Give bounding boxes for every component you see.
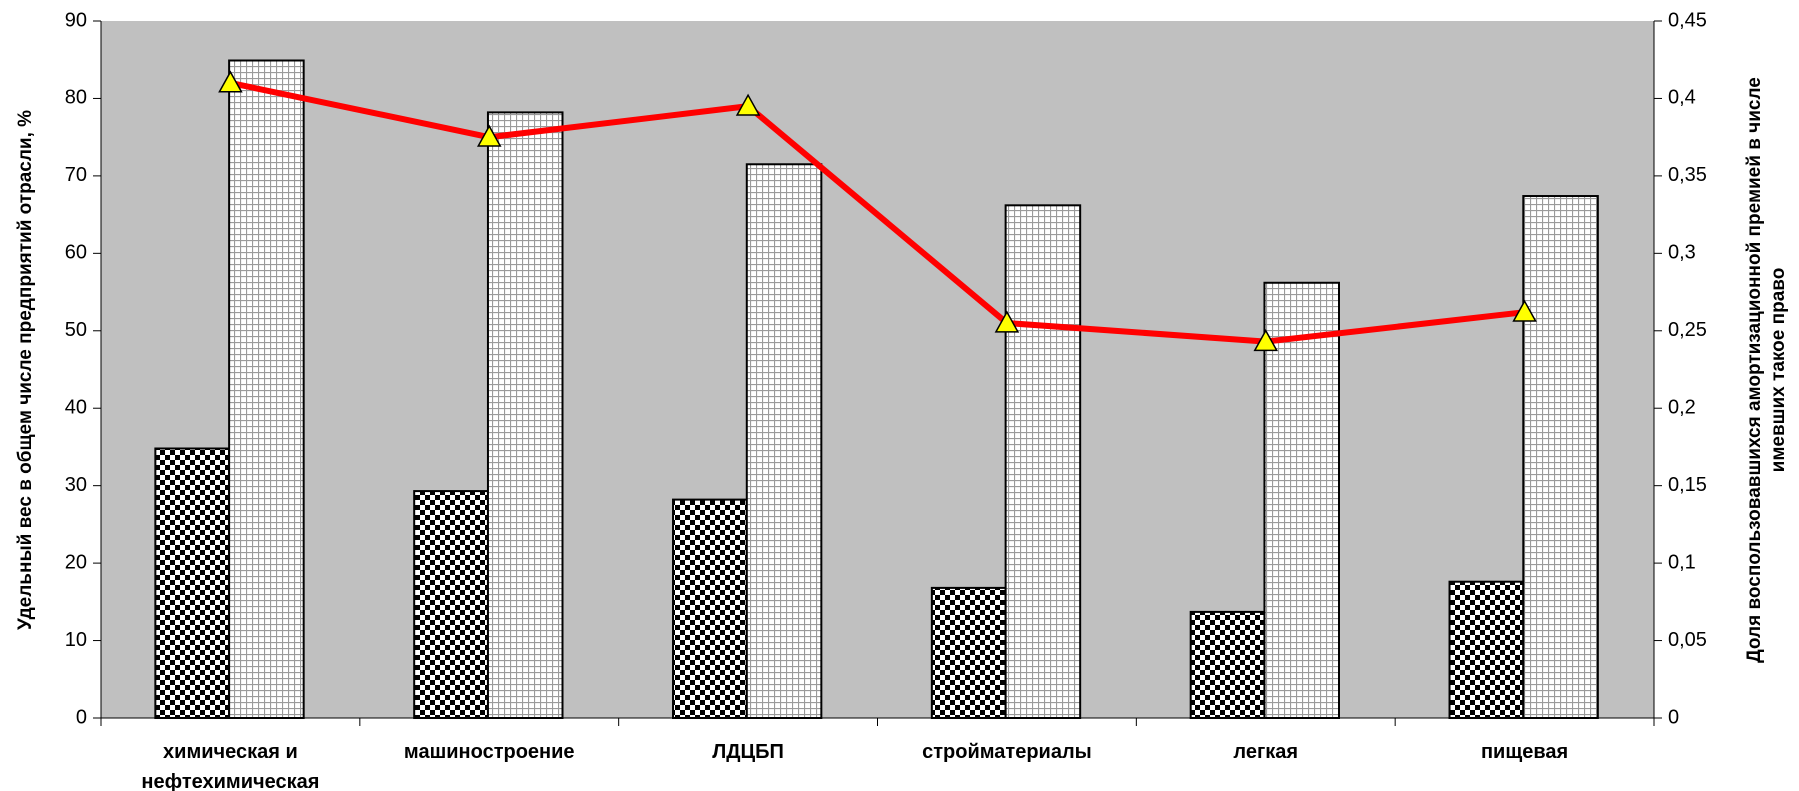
y-tick-label: 10 — [65, 629, 87, 651]
plot-area — [101, 21, 1654, 718]
marker — [994, 310, 1020, 333]
y-tick-label: 90 — [65, 9, 87, 31]
bar — [1522, 195, 1599, 720]
y2-tick-label: 0,4 — [1668, 87, 1696, 109]
y-tick-label: 70 — [65, 164, 87, 186]
bar — [745, 163, 823, 719]
y2-tick-label: 0,45 — [1668, 9, 1707, 31]
bar — [228, 59, 305, 720]
y-axis-title: Удельный вес в общем числе предприятий о… — [15, 109, 36, 630]
marker — [218, 70, 243, 93]
line — [229, 80, 1525, 345]
bar — [1448, 580, 1525, 719]
x-tick-label: стройматериалы — [922, 741, 1092, 763]
bar — [154, 447, 231, 719]
y2-tick-label: 0,3 — [1668, 242, 1696, 264]
x-tick-label: химическая и нефтехимическая — [141, 741, 320, 791]
y-tick-label: 30 — [65, 474, 87, 496]
bar — [1263, 281, 1340, 719]
bar — [413, 490, 489, 719]
marker — [476, 124, 502, 147]
y-tick-label: 40 — [65, 397, 87, 419]
y2-tick-label: 0,1 — [1668, 551, 1696, 573]
bar — [486, 111, 564, 719]
bar — [930, 586, 1007, 719]
marker — [1512, 299, 1537, 322]
marker — [1253, 329, 1279, 352]
bar — [1004, 204, 1082, 720]
bar — [672, 498, 748, 719]
y2-tick-label: 0,35 — [1668, 164, 1707, 186]
marker — [735, 93, 761, 116]
x-tick-label: пищевая — [1480, 741, 1569, 763]
y-tick-label: 20 — [65, 551, 87, 573]
y2-tick-label: 0,2 — [1668, 397, 1696, 419]
y2-tick-label: 0 — [1668, 706, 1679, 728]
y-tick-label: 80 — [65, 87, 87, 109]
y2-tick-label: 0,15 — [1668, 474, 1707, 496]
x-tick-label: ЛДЦБП — [712, 741, 784, 763]
x-tick-label: машиностроение — [403, 741, 575, 763]
y-tick-label: 60 — [65, 242, 87, 264]
y2-tick-label: 0,25 — [1668, 319, 1707, 341]
bar — [1189, 610, 1266, 720]
x-tick-label: легкая — [1233, 741, 1299, 763]
y-tick-label: 50 — [65, 319, 87, 341]
y2-axis-title: Доля воспользовавшихся амортизационной п… — [1744, 76, 1789, 663]
y2-tick-label: 0,05 — [1668, 629, 1707, 651]
y-tick-label: 0 — [76, 706, 87, 728]
